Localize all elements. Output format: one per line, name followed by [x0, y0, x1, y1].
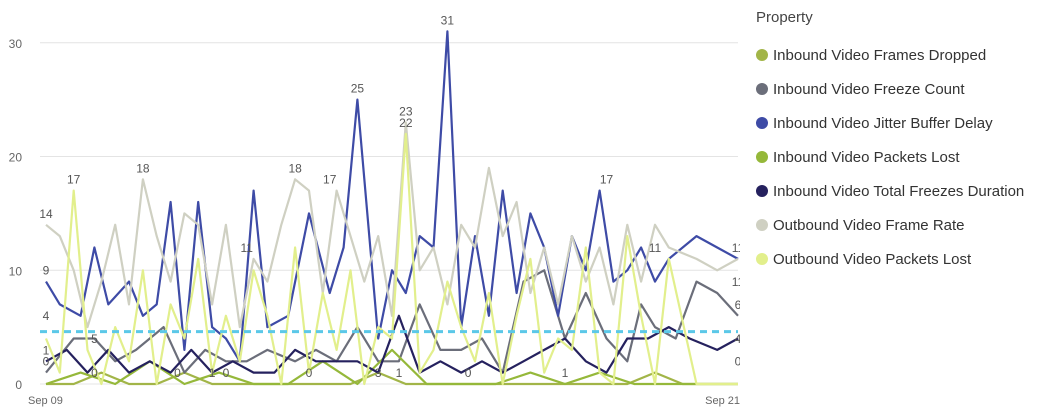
data-label: 3: [375, 366, 382, 380]
legend-label: Outbound Video Packets Lost: [773, 250, 972, 268]
series-line-inbound-video-packets-lost: [45, 348, 738, 386]
data-label: 18: [136, 161, 150, 175]
data-label: 1: [562, 366, 569, 380]
legend-label: Inbound Video Packets Lost: [773, 148, 960, 166]
legend-label: Inbound Video Jitter Buffer Delay: [773, 114, 993, 132]
legend-item[interactable]: Inbound Video Frames Dropped: [756, 38, 1056, 72]
data-label: 22: [399, 116, 413, 130]
legend-marker-icon: [756, 151, 768, 163]
legend-item[interactable]: Inbound Video Packets Lost: [756, 140, 1056, 174]
data-label: 11: [732, 241, 740, 255]
legend-label: Inbound Video Freeze Count: [773, 80, 965, 98]
legend-item[interactable]: Inbound Video Freeze Count: [756, 72, 1056, 106]
data-label: 5: [91, 332, 98, 346]
legend-marker-icon: [756, 49, 768, 61]
data-label: 0: [223, 366, 230, 380]
y-tick-label: 30: [9, 37, 23, 51]
legend-label: Inbound Video Total Freezes Duration: [773, 182, 1025, 200]
data-label: 31: [441, 13, 455, 27]
series-line-inbound-video-frames-dropped: [46, 371, 738, 386]
data-label: 4: [735, 332, 740, 346]
legend-label: Outbound Video Frame Rate: [773, 216, 965, 234]
x-tick-label: Sep 21: [705, 395, 740, 407]
series-line-inbound-video-jitter-buffer-delay: [45, 30, 739, 363]
data-label: 17: [600, 173, 614, 187]
data-label: 11: [240, 241, 253, 255]
data-label: 11: [649, 241, 662, 255]
data-label: 1: [396, 366, 403, 380]
legend-marker-icon: [756, 117, 768, 129]
y-tick-label: 10: [9, 264, 23, 278]
legend-item[interactable]: Inbound Video Total Freezes Duration: [756, 174, 1056, 208]
data-label: 11: [732, 275, 740, 289]
legend-marker-icon: [756, 83, 768, 95]
legend-marker-icon: [756, 219, 768, 231]
y-tick-label: 0: [15, 378, 22, 392]
legend-items: Inbound Video Frames Dropped Inbound Vide…: [756, 38, 1056, 276]
data-label: 9: [43, 264, 50, 278]
data-label: 25: [351, 82, 365, 96]
y-tick-label: 20: [9, 151, 23, 165]
data-label: 0: [735, 355, 740, 369]
data-label: 18: [288, 161, 302, 175]
data-label: 1: [43, 343, 50, 357]
data-label: 0: [306, 366, 313, 380]
data-label: 17: [67, 173, 81, 187]
legend-item[interactable]: Outbound Video Frame Rate: [756, 208, 1056, 242]
x-tick-label: Sep 09: [28, 395, 63, 407]
data-label: 23: [399, 104, 413, 118]
legend: Property Inbound Video Frames Dropped Inb…: [756, 8, 1056, 276]
data-label: 14: [39, 207, 53, 221]
series-line-outbound-video-packets-lost: [44, 132, 738, 386]
data-label: 0: [43, 355, 50, 369]
legend-marker-icon: [756, 185, 768, 197]
data-label: 0: [465, 366, 472, 380]
legend-marker-icon: [756, 253, 768, 265]
data-label: 4: [43, 309, 50, 323]
data-label: 1: [209, 366, 216, 380]
data-label: 6: [735, 298, 740, 312]
legend-label: Inbound Video Frames Dropped: [773, 46, 987, 64]
legend-title: Property: [756, 9, 813, 26]
legend-item[interactable]: Outbound Video Packets Lost: [756, 242, 1056, 276]
data-label: 0: [174, 366, 181, 380]
data-label: 0: [91, 366, 98, 380]
legend-item[interactable]: Inbound Video Jitter Buffer Delay: [756, 106, 1056, 140]
data-label: 17: [323, 173, 337, 187]
series-line-outbound-video-frame-rate: [45, 121, 739, 329]
